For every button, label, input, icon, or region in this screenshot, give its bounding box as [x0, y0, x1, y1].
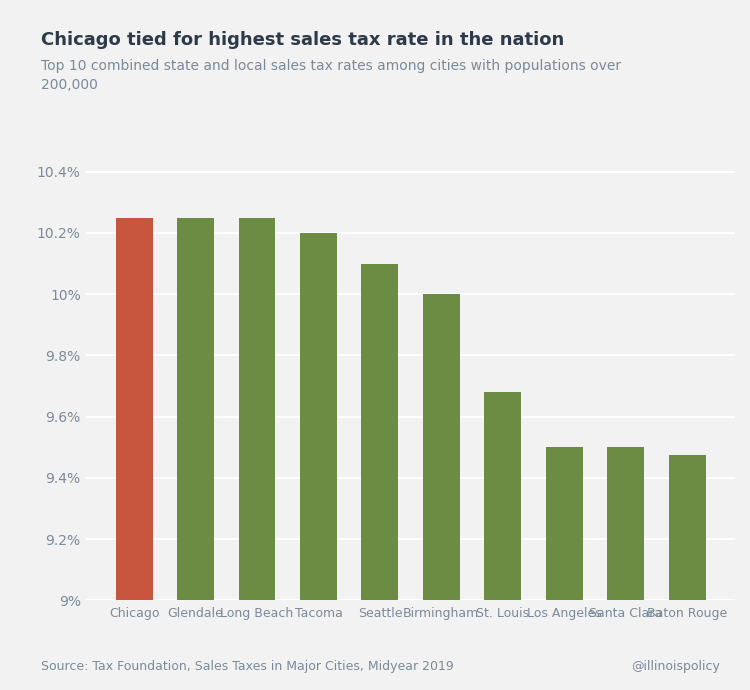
Bar — [300, 233, 337, 600]
Bar — [362, 264, 398, 600]
Bar — [669, 455, 706, 600]
Bar — [546, 447, 583, 600]
Bar — [608, 447, 644, 600]
Bar — [484, 393, 521, 600]
Bar — [116, 217, 152, 600]
Bar — [238, 217, 275, 600]
Bar — [423, 294, 460, 600]
Text: Source: Tax Foundation, Sales Taxes in Major Cities, Midyear 2019: Source: Tax Foundation, Sales Taxes in M… — [41, 660, 454, 673]
Text: Top 10 combined state and local sales tax rates among cities with populations ov: Top 10 combined state and local sales ta… — [41, 59, 621, 92]
Text: @illinoispolicy: @illinoispolicy — [632, 660, 720, 673]
Text: Chicago tied for highest sales tax rate in the nation: Chicago tied for highest sales tax rate … — [41, 31, 565, 49]
Bar — [177, 217, 214, 600]
